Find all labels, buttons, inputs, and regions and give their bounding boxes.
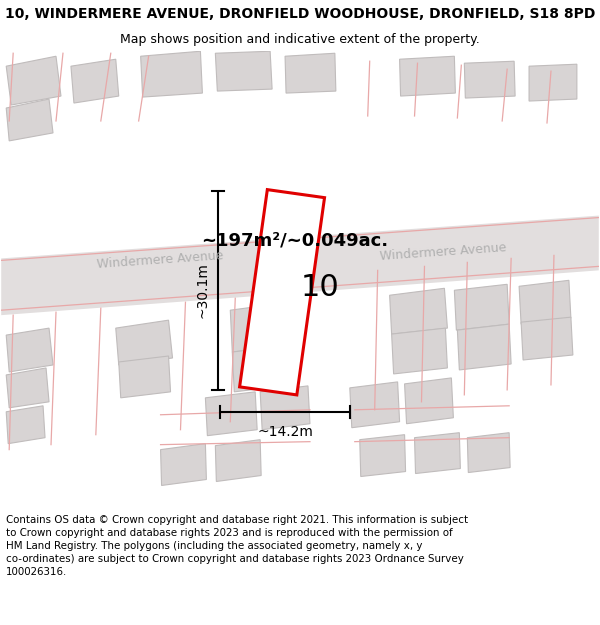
Text: ~197m²/~0.049ac.: ~197m²/~0.049ac. bbox=[202, 231, 389, 249]
Text: 10: 10 bbox=[301, 272, 339, 302]
Polygon shape bbox=[239, 189, 325, 395]
Text: ~14.2m: ~14.2m bbox=[257, 425, 313, 439]
Polygon shape bbox=[230, 302, 292, 352]
Text: Windermere Avenue: Windermere Avenue bbox=[380, 241, 507, 263]
Text: Contains OS data © Crown copyright and database right 2021. This information is : Contains OS data © Crown copyright and d… bbox=[6, 515, 468, 578]
Polygon shape bbox=[6, 99, 53, 141]
Text: Map shows position and indicative extent of the property.: Map shows position and indicative extent… bbox=[120, 34, 480, 46]
Polygon shape bbox=[140, 51, 202, 97]
Text: 10, WINDERMERE AVENUE, DRONFIELD WOODHOUSE, DRONFIELD, S18 8PD: 10, WINDERMERE AVENUE, DRONFIELD WOODHOU… bbox=[5, 8, 595, 21]
Polygon shape bbox=[161, 444, 206, 486]
Polygon shape bbox=[71, 59, 119, 103]
Polygon shape bbox=[457, 324, 511, 370]
Polygon shape bbox=[454, 284, 509, 330]
Polygon shape bbox=[215, 51, 272, 91]
Text: ~30.1m: ~30.1m bbox=[196, 262, 209, 318]
Polygon shape bbox=[116, 320, 173, 365]
Polygon shape bbox=[119, 356, 170, 398]
Polygon shape bbox=[232, 345, 292, 392]
Polygon shape bbox=[350, 382, 400, 428]
Polygon shape bbox=[6, 406, 45, 444]
Polygon shape bbox=[360, 434, 406, 476]
Polygon shape bbox=[404, 378, 454, 424]
Polygon shape bbox=[1, 216, 599, 315]
Polygon shape bbox=[6, 56, 61, 105]
Polygon shape bbox=[215, 439, 261, 481]
Polygon shape bbox=[521, 317, 573, 360]
Polygon shape bbox=[392, 328, 448, 374]
Polygon shape bbox=[389, 288, 448, 334]
Polygon shape bbox=[285, 53, 336, 93]
Polygon shape bbox=[6, 328, 53, 372]
Polygon shape bbox=[400, 56, 455, 96]
Polygon shape bbox=[260, 386, 310, 430]
Polygon shape bbox=[6, 368, 49, 408]
Polygon shape bbox=[415, 432, 460, 474]
Polygon shape bbox=[529, 64, 577, 101]
Polygon shape bbox=[519, 280, 571, 324]
Text: Windermere Avenue: Windermere Avenue bbox=[96, 249, 223, 271]
Polygon shape bbox=[464, 61, 515, 98]
Polygon shape bbox=[205, 392, 257, 436]
Polygon shape bbox=[467, 432, 510, 472]
